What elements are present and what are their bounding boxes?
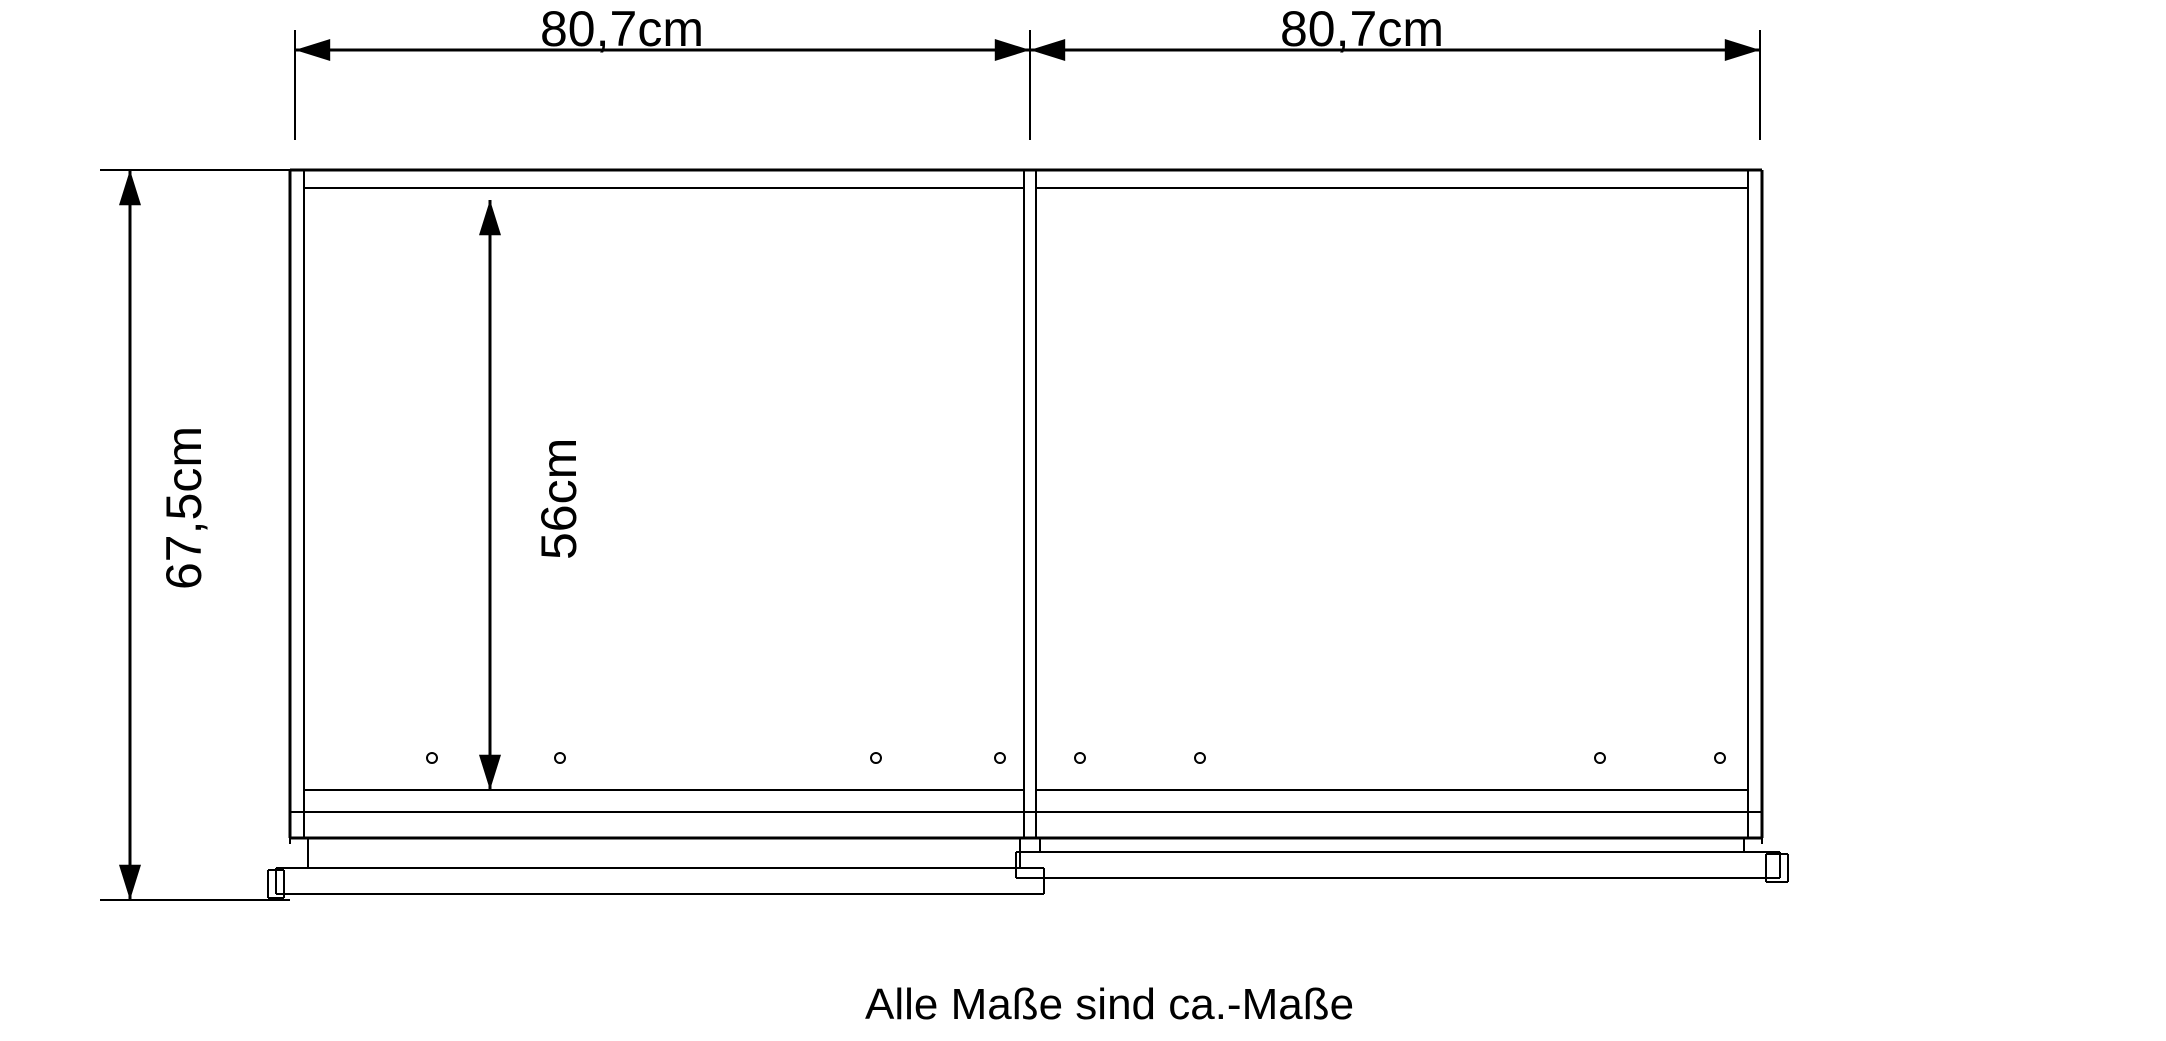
dim-width-right: 80,7cm [1280,0,1444,58]
footnote-text: Alle Maße sind ca.-Maße [865,980,1354,1030]
technical-drawing [0,0,2166,1041]
dim-height-outer: 67,5cm [155,426,213,590]
dim-height-inner: 56cm [530,438,588,560]
dim-width-left: 80,7cm [540,0,704,58]
